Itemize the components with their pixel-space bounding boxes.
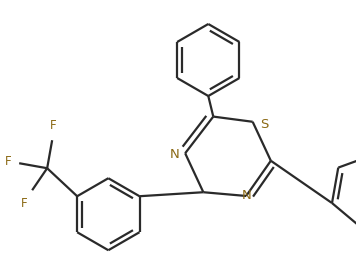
Text: N: N [241,189,251,202]
Text: N: N [169,148,179,161]
Text: F: F [5,155,11,168]
Text: F: F [21,197,28,210]
Text: S: S [260,118,268,131]
Text: F: F [50,119,57,132]
